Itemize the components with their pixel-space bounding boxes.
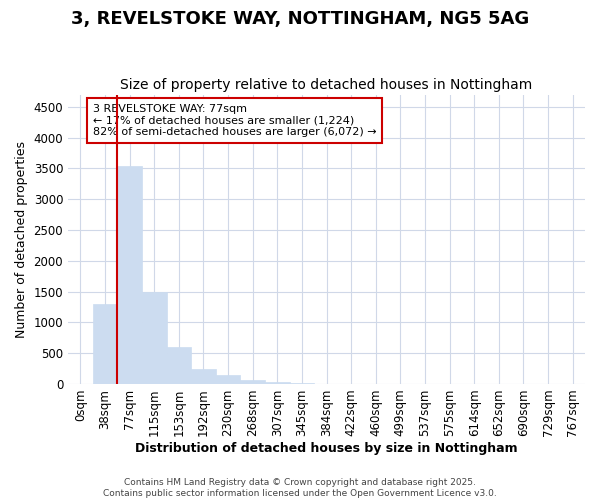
Text: 3, REVELSTOKE WAY, NOTTINGHAM, NG5 5AG: 3, REVELSTOKE WAY, NOTTINGHAM, NG5 5AG: [71, 10, 529, 28]
Bar: [216, 376, 241, 384]
Bar: [142, 292, 167, 384]
Bar: [265, 382, 290, 384]
Bar: [92, 304, 117, 384]
Bar: [191, 368, 216, 384]
Bar: [167, 347, 191, 384]
Text: 3 REVELSTOKE WAY: 77sqm
← 17% of detached houses are smaller (1,224)
82% of semi: 3 REVELSTOKE WAY: 77sqm ← 17% of detache…: [92, 104, 376, 137]
Bar: [241, 380, 265, 384]
Title: Size of property relative to detached houses in Nottingham: Size of property relative to detached ho…: [121, 78, 533, 92]
Y-axis label: Number of detached properties: Number of detached properties: [15, 141, 28, 338]
Bar: [117, 166, 142, 384]
X-axis label: Distribution of detached houses by size in Nottingham: Distribution of detached houses by size …: [135, 442, 518, 455]
Text: Contains HM Land Registry data © Crown copyright and database right 2025.
Contai: Contains HM Land Registry data © Crown c…: [103, 478, 497, 498]
